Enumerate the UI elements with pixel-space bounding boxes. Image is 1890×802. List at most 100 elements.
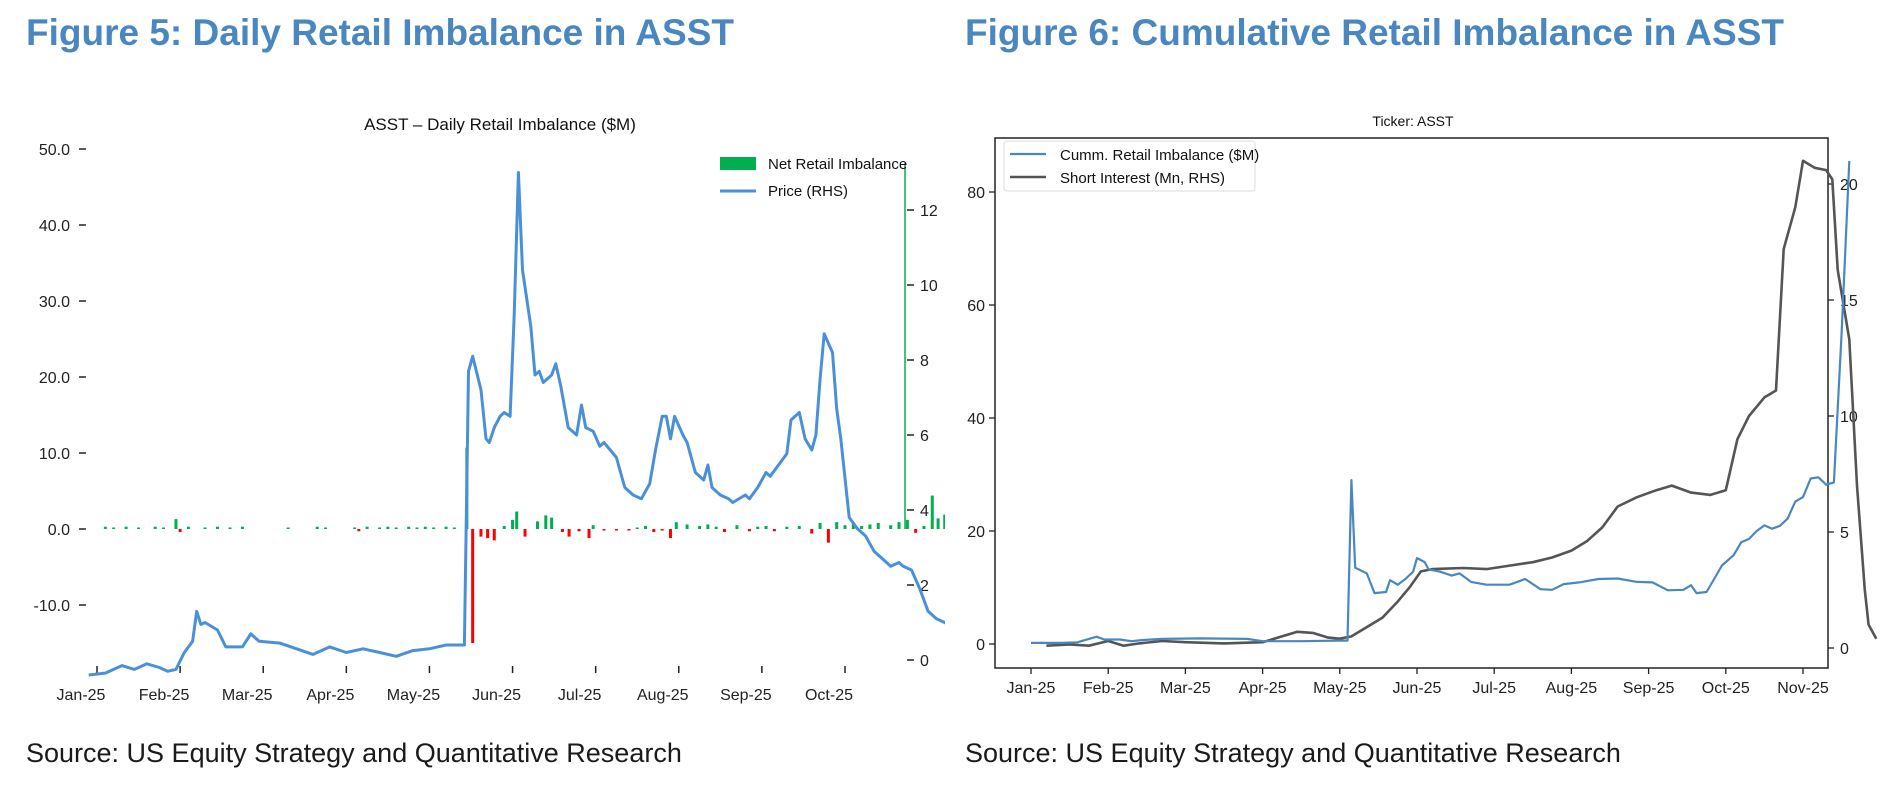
bar bbox=[785, 526, 789, 529]
y-tick-label: 20.0 bbox=[39, 370, 70, 387]
bar bbox=[423, 526, 427, 529]
bar bbox=[444, 526, 448, 529]
daily-retail-imbalance-chart: ASST – Daily Retail Imbalance ($M)50.040… bbox=[34, 115, 945, 704]
y2-tick-label: 10 bbox=[920, 278, 938, 295]
bar bbox=[378, 527, 382, 529]
bar bbox=[851, 523, 855, 529]
bar bbox=[535, 521, 539, 529]
y2-tick-label: 6 bbox=[920, 428, 929, 445]
bar bbox=[843, 525, 847, 529]
bar bbox=[826, 529, 830, 543]
price-line bbox=[88, 171, 945, 677]
y-tick-label: 0 bbox=[976, 637, 985, 654]
y2-tick-label: 12 bbox=[920, 203, 938, 220]
plot-frame bbox=[994, 137, 1829, 669]
y2-tick-label: 0 bbox=[1840, 641, 1849, 658]
legend-swatch-net-retail bbox=[720, 157, 756, 170]
x-tick-label: Jan-25 bbox=[57, 687, 106, 704]
bar bbox=[591, 525, 595, 529]
figure-5-source: Source: US Equity Strategy and Quantitat… bbox=[26, 738, 682, 768]
bar bbox=[315, 526, 319, 529]
bar bbox=[652, 529, 656, 533]
bar bbox=[203, 527, 207, 529]
bar bbox=[706, 524, 710, 529]
x-tick-label: Apr-25 bbox=[306, 687, 354, 704]
x-tick-label: Feb-25 bbox=[1083, 680, 1134, 697]
y-tick-label: 30.0 bbox=[39, 294, 70, 311]
legend-label-short: Short Interest (Mn, RHS) bbox=[1060, 170, 1225, 187]
cumm-retail-line bbox=[1031, 160, 1851, 644]
bar bbox=[587, 529, 591, 539]
short-interest-line bbox=[1046, 159, 1878, 647]
x-tick-label: Aug-25 bbox=[1546, 680, 1598, 697]
x-tick-label: Jul-25 bbox=[558, 687, 602, 704]
bar bbox=[668, 529, 672, 539]
bar bbox=[714, 526, 718, 529]
y-tick-label: 60 bbox=[967, 298, 985, 315]
y2-tick-label: 2 bbox=[920, 578, 929, 595]
bar bbox=[876, 522, 880, 529]
bar bbox=[386, 526, 390, 529]
y2-tick-label: 8 bbox=[920, 353, 929, 370]
legend-box bbox=[1003, 140, 1256, 192]
bar bbox=[698, 525, 702, 529]
bar bbox=[452, 527, 456, 529]
bar bbox=[560, 529, 564, 533]
bar bbox=[930, 495, 934, 529]
x-tick-label: Jan-25 bbox=[1007, 680, 1056, 697]
bar bbox=[772, 529, 776, 532]
bar bbox=[186, 526, 190, 529]
x-tick-label: Mar-25 bbox=[222, 687, 273, 704]
bar bbox=[860, 525, 864, 529]
bar bbox=[810, 529, 814, 534]
x-tick-label: Oct-25 bbox=[1702, 680, 1750, 697]
x-tick-label: Mar-25 bbox=[1160, 680, 1211, 697]
bar bbox=[797, 525, 801, 529]
y-tick-label: 0.0 bbox=[48, 522, 70, 539]
x-tick-label: Feb-25 bbox=[139, 687, 190, 704]
bar bbox=[922, 525, 926, 529]
x-tick-label: Sep-25 bbox=[1623, 680, 1675, 697]
bar bbox=[353, 527, 357, 529]
bar bbox=[286, 527, 290, 529]
y-tick-label: 80 bbox=[967, 185, 985, 202]
bar bbox=[228, 527, 232, 529]
bar bbox=[153, 526, 157, 529]
y-tick-label: 50.0 bbox=[39, 142, 70, 159]
bar bbox=[174, 519, 178, 529]
x-tick-label: Apr-25 bbox=[1239, 680, 1287, 697]
y-tick-label: 40.0 bbox=[39, 218, 70, 235]
y-tick-label: 10.0 bbox=[39, 446, 70, 463]
bar bbox=[722, 529, 726, 533]
bar bbox=[432, 527, 436, 529]
bar bbox=[511, 519, 515, 529]
bar bbox=[324, 527, 328, 529]
bar bbox=[567, 529, 571, 537]
x-tick-label: Jul-25 bbox=[1472, 680, 1516, 697]
bar bbox=[407, 526, 411, 529]
bar bbox=[137, 527, 141, 529]
y-tick-label: -10.0 bbox=[34, 598, 71, 615]
bar bbox=[897, 522, 901, 529]
x-tick-label: May-25 bbox=[1313, 680, 1366, 697]
bar bbox=[764, 525, 768, 529]
bar bbox=[357, 529, 361, 532]
bar bbox=[577, 529, 581, 532]
bar bbox=[486, 529, 490, 539]
bar bbox=[365, 526, 369, 529]
bar bbox=[889, 525, 893, 529]
bar bbox=[747, 529, 751, 532]
bar bbox=[394, 527, 398, 529]
bar bbox=[914, 529, 918, 533]
bar bbox=[240, 526, 244, 529]
bar bbox=[674, 522, 678, 529]
bar bbox=[818, 522, 822, 529]
x-tick-label: Nov-25 bbox=[1777, 680, 1829, 697]
y2-tick-label: 5 bbox=[1840, 525, 1849, 542]
y2-tick-label: 10 bbox=[1840, 409, 1858, 426]
legend-label-price: Price (RHS) bbox=[768, 183, 848, 200]
bar bbox=[415, 527, 419, 529]
figure-6-source: Source: US Equity Strategy and Quantitat… bbox=[965, 738, 1621, 768]
bar bbox=[635, 527, 639, 529]
